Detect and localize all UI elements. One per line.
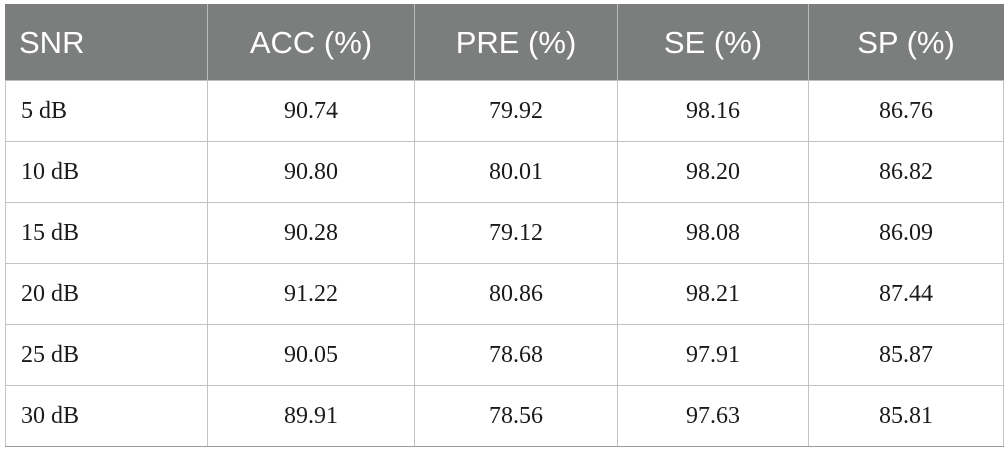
results-table: SNR ACC (%) PRE (%) SE (%) SP (%) 5 dB 9… xyxy=(5,4,1004,447)
header-acc: ACC (%) xyxy=(207,4,415,81)
cell-snr: 5 dB xyxy=(5,80,208,142)
cell-snr: 10 dB xyxy=(5,141,208,203)
cell-acc: 90.05 xyxy=(207,324,415,386)
cell-se: 98.20 xyxy=(617,141,809,203)
cell-pre: 79.92 xyxy=(414,80,618,142)
cell-se: 98.16 xyxy=(617,80,809,142)
header-snr: SNR xyxy=(5,4,208,81)
cell-acc: 91.22 xyxy=(207,263,415,325)
cell-se: 98.08 xyxy=(617,202,809,264)
cell-sp: 86.82 xyxy=(808,141,1004,203)
table-row: 10 dB 90.80 80.01 98.20 86.82 xyxy=(5,141,1004,203)
table-row: 25 dB 90.05 78.68 97.91 85.87 xyxy=(5,324,1004,386)
cell-sp: 85.81 xyxy=(808,385,1004,447)
table-row: 30 dB 89.91 78.56 97.63 85.81 xyxy=(5,385,1004,447)
header-row: SNR ACC (%) PRE (%) SE (%) SP (%) xyxy=(5,4,1004,81)
table-row: 20 dB 91.22 80.86 98.21 87.44 xyxy=(5,263,1004,325)
cell-pre: 78.56 xyxy=(414,385,618,447)
cell-snr: 15 dB xyxy=(5,202,208,264)
cell-acc: 90.80 xyxy=(207,141,415,203)
cell-se: 98.21 xyxy=(617,263,809,325)
header-sp: SP (%) xyxy=(808,4,1004,81)
cell-acc: 90.74 xyxy=(207,80,415,142)
table-body: 5 dB 90.74 79.92 98.16 86.76 10 dB 90.80… xyxy=(5,80,1004,447)
cell-se: 97.91 xyxy=(617,324,809,386)
cell-pre: 79.12 xyxy=(414,202,618,264)
cell-acc: 89.91 xyxy=(207,385,415,447)
cell-sp: 86.09 xyxy=(808,202,1004,264)
cell-snr: 20 dB xyxy=(5,263,208,325)
table-row: 5 dB 90.74 79.92 98.16 86.76 xyxy=(5,80,1004,142)
cell-sp: 85.87 xyxy=(808,324,1004,386)
header-se: SE (%) xyxy=(617,4,809,81)
cell-pre: 80.01 xyxy=(414,141,618,203)
cell-pre: 80.86 xyxy=(414,263,618,325)
cell-sp: 86.76 xyxy=(808,80,1004,142)
header-pre: PRE (%) xyxy=(414,4,618,81)
table-row: 15 dB 90.28 79.12 98.08 86.09 xyxy=(5,202,1004,264)
cell-sp: 87.44 xyxy=(808,263,1004,325)
table-header: SNR ACC (%) PRE (%) SE (%) SP (%) xyxy=(5,4,1004,81)
cell-pre: 78.68 xyxy=(414,324,618,386)
cell-se: 97.63 xyxy=(617,385,809,447)
cell-acc: 90.28 xyxy=(207,202,415,264)
cell-snr: 25 dB xyxy=(5,324,208,386)
cell-snr: 30 dB xyxy=(5,385,208,447)
